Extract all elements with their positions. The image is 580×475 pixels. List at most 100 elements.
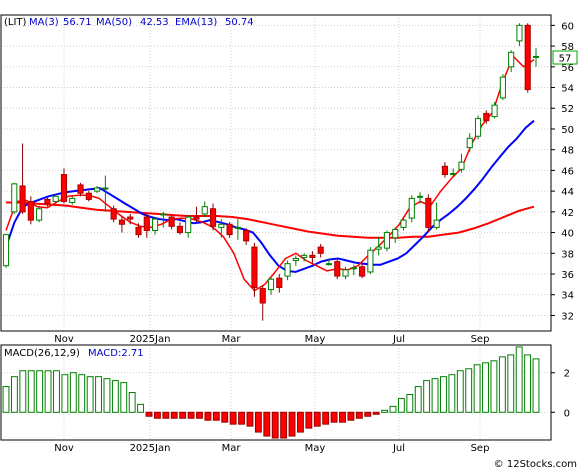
candle bbox=[400, 217, 407, 231]
macd-bar-positive bbox=[36, 370, 44, 413]
candle bbox=[185, 214, 192, 238]
candle-body-up bbox=[342, 269, 349, 277]
candle-body-up bbox=[160, 213, 167, 216]
macd-bar-positive bbox=[431, 378, 439, 413]
candle bbox=[19, 143, 26, 214]
macd-y-tick-label: 0 bbox=[564, 408, 570, 419]
price-y-tick-label: 32 bbox=[561, 311, 574, 322]
macd-bar-positive bbox=[120, 382, 128, 413]
candlesticks bbox=[2, 23, 540, 321]
candle-body-up bbox=[458, 161, 465, 170]
macd-bar-negative bbox=[297, 411, 304, 433]
macd-bar-negative bbox=[271, 411, 279, 439]
candle-body-up bbox=[218, 223, 225, 228]
candle-body-up bbox=[383, 232, 391, 249]
candle bbox=[466, 133, 473, 152]
macd-bar-negative bbox=[204, 411, 212, 421]
macd-bar-negative bbox=[212, 411, 220, 421]
candle-body-down bbox=[251, 246, 258, 288]
price-y-tick-label: 42 bbox=[561, 208, 574, 219]
candle bbox=[499, 74, 506, 100]
legend-ma3-label: MA(3) bbox=[29, 17, 59, 28]
candle-body-up bbox=[450, 173, 457, 176]
candle-body-up bbox=[102, 187, 109, 190]
macd-bar-positive bbox=[95, 376, 102, 413]
price-y-tick-label: 54 bbox=[561, 84, 574, 95]
candle-body-down bbox=[44, 198, 51, 205]
macd-bar-positive bbox=[456, 370, 464, 413]
macd-bar-negative bbox=[254, 411, 262, 433]
price-y-tick-label: 38 bbox=[561, 249, 574, 260]
candle-body-down bbox=[243, 230, 250, 242]
macd-bar-negative bbox=[170, 411, 178, 419]
macd-bar-negative bbox=[229, 411, 237, 425]
macd-bar-negative bbox=[305, 411, 313, 429]
candle-body-down bbox=[309, 254, 316, 258]
candle-body-down bbox=[27, 200, 34, 221]
macd-x-tick-label: May bbox=[305, 443, 326, 454]
macd-histogram bbox=[2, 346, 540, 439]
price-y-tick-label: 56 bbox=[561, 63, 574, 74]
macd-bar-negative bbox=[246, 411, 254, 427]
candle bbox=[276, 274, 283, 293]
macd-bar-negative bbox=[145, 411, 153, 417]
candle bbox=[317, 243, 324, 258]
candle-body-down bbox=[85, 192, 92, 200]
candle-body-up bbox=[151, 218, 159, 232]
price-y-tick-label: 50 bbox=[561, 125, 574, 136]
price-y-tick-label: 60 bbox=[561, 21, 574, 32]
macd-bar-positive bbox=[128, 392, 136, 413]
candle bbox=[60, 168, 68, 204]
candle bbox=[36, 205, 43, 223]
last-price-value: 57 bbox=[559, 54, 572, 65]
macd-bar-positive bbox=[482, 362, 489, 413]
candle-body-down bbox=[168, 216, 175, 227]
macd-x-ticks: Nov 2025Jan Mar May Jul Sep bbox=[54, 443, 489, 454]
candle-body-down bbox=[259, 288, 266, 304]
price-panel-frame bbox=[0, 14, 552, 332]
macd-bar-negative bbox=[372, 411, 380, 415]
candle-body-up bbox=[392, 228, 399, 239]
macd-bar-positive bbox=[86, 376, 94, 413]
macd-bar-negative bbox=[162, 411, 170, 419]
price-x-tick-label: 2025Jan bbox=[130, 334, 171, 345]
candle bbox=[516, 23, 523, 47]
candle bbox=[408, 195, 415, 223]
macd-bar-negative bbox=[238, 411, 246, 425]
candle bbox=[77, 182, 84, 197]
macd-bar-negative bbox=[330, 411, 338, 423]
macd-bar-positive bbox=[137, 403, 145, 413]
candle-body-up bbox=[474, 118, 482, 137]
candle-body-up bbox=[292, 257, 299, 262]
price-x-tick-label: Sep bbox=[471, 334, 490, 345]
candle bbox=[243, 228, 250, 246]
macd-bar-positive bbox=[53, 370, 60, 413]
candle-body-down bbox=[334, 261, 341, 277]
candle bbox=[383, 230, 391, 252]
candle bbox=[532, 48, 540, 67]
candle-body-down bbox=[60, 174, 68, 202]
candle bbox=[2, 233, 10, 268]
macd-bar-negative bbox=[196, 411, 203, 419]
macd-bar-positive bbox=[423, 380, 431, 413]
candle-body-down bbox=[19, 185, 26, 213]
macd-bar-negative bbox=[221, 411, 229, 423]
macd-bar-positive bbox=[389, 405, 397, 413]
price-x-tick-label: Jul bbox=[392, 334, 405, 345]
candle-body-up bbox=[11, 183, 18, 213]
candle-body-up bbox=[466, 137, 473, 149]
price-legend: (LIT) MA(3) 56.71 MA(50) 42.53 EMA(13) 5… bbox=[4, 17, 254, 28]
candle bbox=[359, 263, 366, 279]
macd-x-tick-label: Mar bbox=[222, 443, 242, 454]
macd-bar-positive bbox=[27, 370, 35, 413]
candle bbox=[458, 153, 465, 173]
macd-bar-positive bbox=[111, 380, 119, 413]
candle bbox=[450, 168, 457, 176]
last-price-tag: 57 bbox=[552, 50, 578, 65]
candle bbox=[425, 194, 432, 233]
candle-body-up bbox=[69, 197, 76, 204]
candle bbox=[367, 247, 374, 275]
candle bbox=[168, 214, 175, 230]
price-y-tick-label: 46 bbox=[561, 166, 574, 177]
price-y-tick-label: 40 bbox=[561, 229, 574, 240]
